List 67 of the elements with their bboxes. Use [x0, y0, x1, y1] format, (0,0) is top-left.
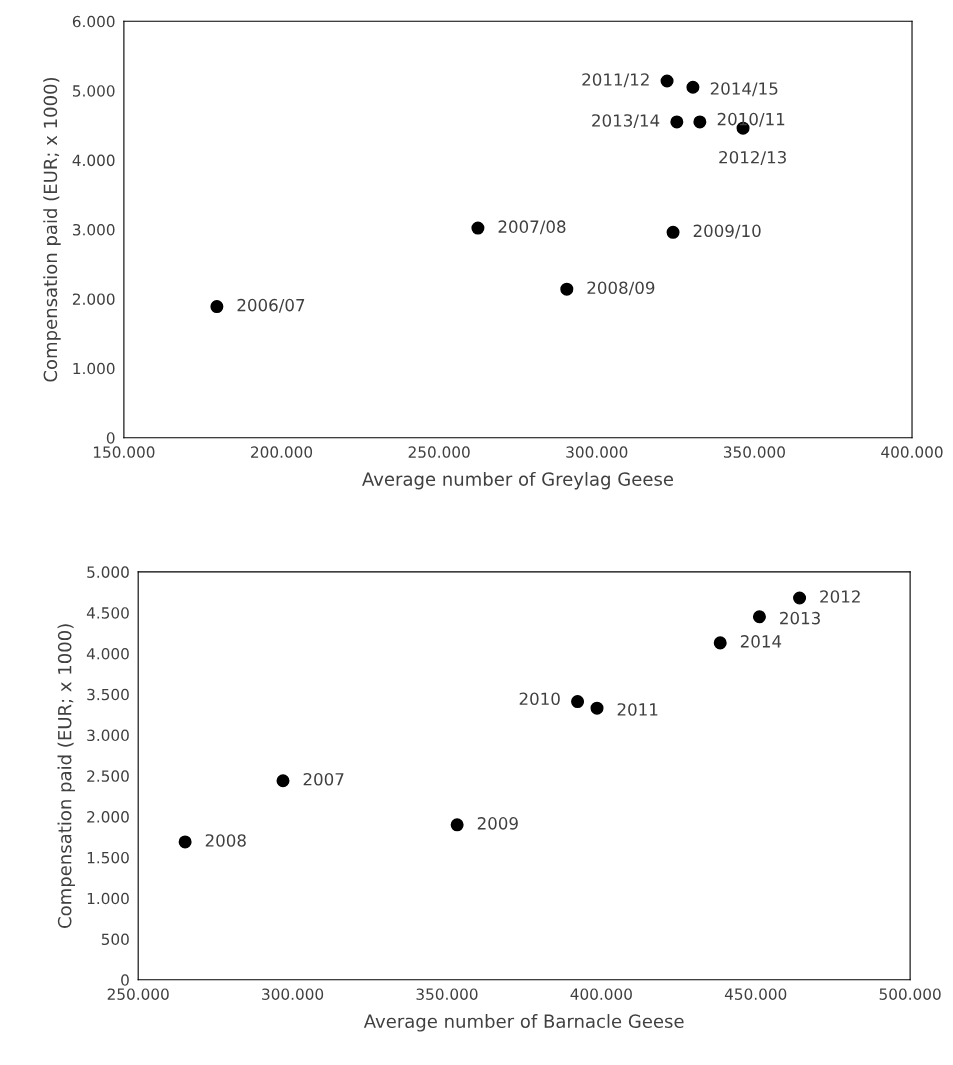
point: [713, 636, 727, 650]
y-tick-label: 3.000: [72, 223, 115, 236]
x-tick-label: 200.000: [251, 446, 313, 458]
annotation: 2013/14: [592, 114, 660, 129]
x-tick-label: 450.000: [724, 988, 787, 1000]
y-tick-label: 3.500: [87, 688, 129, 701]
y-tick-label: 0: [121, 974, 129, 986]
x-tick-label: 150.000: [93, 446, 155, 458]
y-axis-title: Compensation paid (EUR; x 1000): [57, 624, 75, 928]
annotation: 2012: [820, 590, 860, 603]
point: [693, 115, 707, 129]
annotation: 2011/12: [582, 73, 649, 88]
point: [571, 695, 585, 709]
annotation: 2010/11: [717, 112, 785, 127]
annotation: 2014: [740, 635, 782, 648]
point: [276, 774, 290, 788]
point: [660, 74, 674, 88]
y-tick-label: 6.000: [72, 15, 115, 28]
annotation: 2011: [617, 703, 658, 716]
y-tick-label: 2.500: [87, 770, 129, 782]
y-tick-label: 5.000: [87, 566, 129, 578]
annotation: 2008: [205, 834, 246, 847]
y-tick-label: 3.000: [87, 729, 129, 742]
annotation: 2014/15: [710, 82, 778, 97]
annotation: 2009/10: [693, 224, 761, 239]
annotation: 2007: [303, 772, 344, 786]
point: [178, 835, 192, 849]
y-tick-label: 4.000: [72, 154, 115, 167]
y-tick-label: 4.500: [86, 607, 129, 619]
point: [686, 80, 700, 94]
y-tick-label: 1.000: [73, 362, 115, 375]
annotation: 2012/13: [719, 150, 786, 165]
annotation: 2007/08: [498, 220, 566, 235]
point: [471, 221, 485, 235]
point: [210, 300, 224, 314]
point: [666, 225, 680, 239]
x-axis-title: Average number of Barnacle Geese: [363, 1014, 684, 1032]
x-tick-label: 300.000: [262, 988, 324, 1000]
point: [450, 818, 464, 832]
y-axis-title: Compensation paid (EUR; x 1000): [43, 77, 61, 382]
y-tick-label: 2.000: [87, 811, 129, 823]
annotation: 2013: [780, 611, 820, 625]
y-tick-label: 1.000: [87, 892, 129, 905]
x-tick-label: 250.000: [107, 988, 169, 1000]
x-tick-label: 350.000: [723, 446, 785, 458]
point: [752, 610, 766, 624]
point: [560, 282, 574, 296]
annotation: 2010: [519, 692, 560, 706]
annotation: 2009: [477, 817, 518, 830]
x-tick-label: 350.000: [416, 988, 478, 1000]
x-axis-title: Average number of Greylag Geese: [362, 471, 674, 490]
y-tick-label: 2.000: [72, 293, 115, 305]
y-tick-label: 500: [101, 933, 129, 946]
y-tick-label: 5.000: [73, 85, 115, 97]
y-tick-label: 4.000: [86, 647, 129, 660]
x-tick-label: 400.000: [570, 988, 632, 1000]
x-tick-label: 300.000: [566, 446, 628, 458]
x-tick-label: 500.000: [879, 988, 941, 1000]
point: [670, 115, 684, 129]
y-tick-label: 1.500: [87, 851, 129, 864]
annotation: 2006/07: [237, 298, 305, 313]
point: [793, 591, 807, 605]
x-tick-label: 400.000: [881, 446, 943, 458]
x-tick-label: 250.000: [408, 446, 470, 458]
annotation: 2008/09: [587, 281, 655, 296]
point: [590, 701, 604, 715]
y-tick-label: 0: [106, 432, 115, 444]
